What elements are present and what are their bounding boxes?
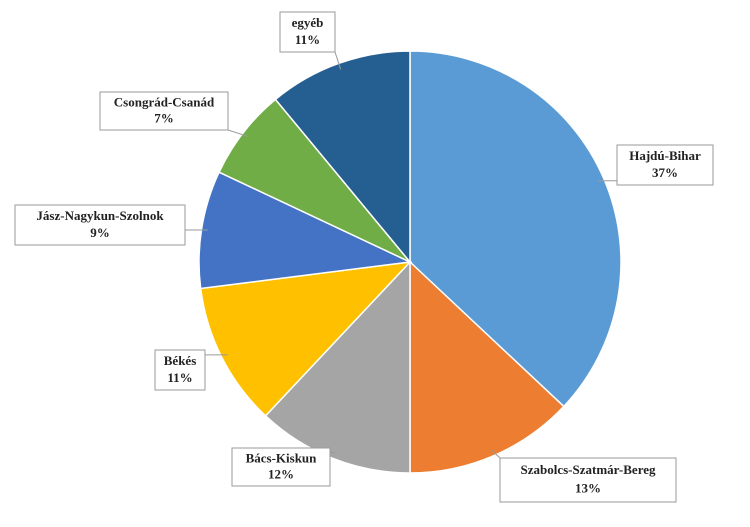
label-box: [154, 349, 206, 391]
slice-label: Békés: [164, 353, 197, 368]
slice-label: Jász-Nagykun-Szolnok: [36, 208, 164, 223]
label-box: [99, 91, 229, 131]
leader-line: [227, 129, 249, 138]
label-box: [616, 144, 714, 186]
leader-line: [490, 449, 501, 459]
pie-slice: [409, 260, 565, 474]
label-box: [499, 457, 677, 503]
pie-slice: [264, 260, 411, 474]
slice-label: Bács-Kiskun: [246, 450, 318, 465]
slice-label: Csongrád-Csanád: [114, 94, 215, 109]
label-box: [231, 447, 331, 487]
pie-slice: [409, 50, 622, 408]
label-box: [279, 11, 336, 53]
slice-value: 9%: [90, 225, 110, 240]
slice-value: 12%: [268, 466, 294, 481]
pie-slice: [198, 171, 413, 290]
slice-label: Szabolcs-Szatmár-Bereg: [520, 462, 656, 477]
slice-value: 13%: [575, 481, 601, 496]
slice-value: 7%: [154, 110, 174, 125]
leader-line: [334, 51, 342, 70]
label-box: [14, 204, 186, 246]
slice-value: 11%: [295, 32, 320, 47]
slice-label: Hajdú-Bihar: [629, 148, 701, 163]
slice-value: 37%: [652, 165, 678, 180]
pie-slice: [199, 260, 412, 417]
slice-label: egyéb: [292, 15, 324, 30]
slice-value: 11%: [167, 370, 192, 385]
